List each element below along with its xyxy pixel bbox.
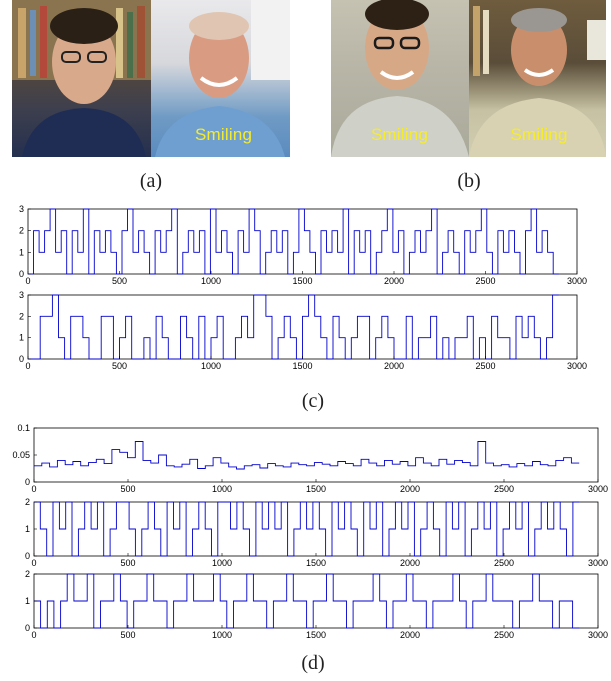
x-tick-label: 2000 (400, 558, 420, 568)
y-tick-label: 2 (25, 497, 30, 507)
x-tick-label: 1500 (292, 276, 312, 284)
series-line (28, 294, 559, 360)
smiling-label: Smiling (195, 125, 253, 144)
y-tick-label: 0 (19, 354, 24, 364)
x-tick-label: 3000 (567, 276, 587, 284)
x-tick-label: 500 (120, 484, 135, 492)
x-tick-label: 500 (120, 558, 135, 568)
x-tick-label: 1000 (201, 276, 221, 284)
x-tick-label: 3000 (567, 361, 587, 371)
photo-frame-b-left: Smiling (331, 0, 469, 157)
photo-frame-b-right: Smiling (468, 0, 606, 157)
y-tick-label: 0 (25, 477, 30, 487)
chart-c2: 0 500 1000 1500 2000 2500 3000 0 1 2 3 (19, 290, 587, 371)
x-tick-label: 2500 (475, 361, 495, 371)
photo-frame-a-left (12, 0, 151, 157)
y-tick-label: 0 (25, 551, 30, 561)
x-tick-label: 0 (31, 558, 36, 568)
y-tick-label: 1 (19, 333, 24, 343)
smiling-label: Smiling (510, 125, 568, 144)
plot-frame (33, 501, 599, 557)
x-tick-label: 2500 (494, 484, 514, 492)
y-tick-label: 0 (19, 269, 24, 279)
x-tick-label: 0 (31, 630, 36, 640)
x-tick-label: 0 (31, 484, 36, 492)
chart-d1: 0 500 1000 1500 2000 2500 3000 0 0.05 0.1 (12, 423, 608, 492)
x-tick-label: 2500 (475, 276, 495, 284)
series-line (34, 573, 580, 629)
person-photo-b-right (468, 6, 606, 157)
photo-panel-a: Smiling (12, 0, 290, 157)
x-tick-label: 2000 (384, 276, 404, 284)
x-tick-label: 1500 (292, 361, 312, 371)
x-tick-label: 1500 (306, 484, 326, 492)
y-tick-label: 1 (25, 596, 30, 606)
x-tick-label: 1500 (306, 558, 326, 568)
y-tick-label: 0 (25, 623, 30, 633)
x-tick-label: 1000 (212, 484, 232, 492)
photo-frame-a-right: Smiling (151, 0, 290, 157)
y-tick-label: 2 (19, 311, 24, 321)
x-tick-label: 500 (120, 630, 135, 640)
x-tick-label: 1000 (201, 361, 221, 371)
photo-panel-b: Smiling Smiling (331, 0, 606, 157)
chart-d3: 0 500 1000 1500 2000 2500 3000 0 1 2 (25, 569, 608, 640)
y-tick-label: 1 (25, 524, 30, 534)
plot-frame (33, 427, 599, 483)
plot-frame (27, 208, 578, 275)
chart-c1: 0 500 1000 1500 2000 2500 3000 0 1 2 3 (19, 204, 587, 284)
y-tick-label: 2 (19, 226, 24, 236)
x-tick-label: 2000 (400, 630, 420, 640)
x-tick-label: 3000 (588, 630, 608, 640)
x-tick-label: 3000 (588, 484, 608, 492)
series-line (34, 501, 580, 557)
caption-c: (c) (301, 390, 325, 412)
x-tick-label: 2500 (494, 630, 514, 640)
x-tick-label: 0 (25, 276, 30, 284)
x-tick-label: 500 (112, 276, 127, 284)
y-tick-label: 0.1 (17, 423, 30, 433)
x-tick-label: 3000 (588, 558, 608, 568)
series-line (28, 208, 559, 275)
x-tick-label: 2500 (494, 558, 514, 568)
person-photo-b-left (331, 0, 469, 157)
x-tick-label: 1000 (212, 630, 232, 640)
x-tick-label: 2000 (400, 484, 420, 492)
x-tick-label: 2000 (384, 361, 404, 371)
x-tick-label: 0 (25, 361, 30, 371)
y-tick-label: 1 (19, 247, 24, 257)
chart-d2: 0 500 1000 1500 2000 2500 3000 0 1 2 (25, 497, 608, 568)
y-tick-label: 2 (25, 569, 30, 579)
caption-d: (d) (301, 652, 325, 674)
person-photo-a-right (155, 0, 290, 157)
caption-a: (a) (139, 170, 163, 192)
x-tick-label: 500 (112, 361, 127, 371)
y-tick-label: 3 (19, 204, 24, 214)
smiling-label: Smiling (371, 125, 429, 144)
y-tick-label: 3 (19, 290, 24, 300)
y-tick-label: 0.05 (12, 450, 30, 460)
x-tick-label: 1500 (306, 630, 326, 640)
x-tick-label: 1000 (212, 558, 232, 568)
series-line (34, 441, 580, 470)
person-photo-a-left (12, 0, 151, 157)
caption-b: (b) (457, 170, 481, 192)
